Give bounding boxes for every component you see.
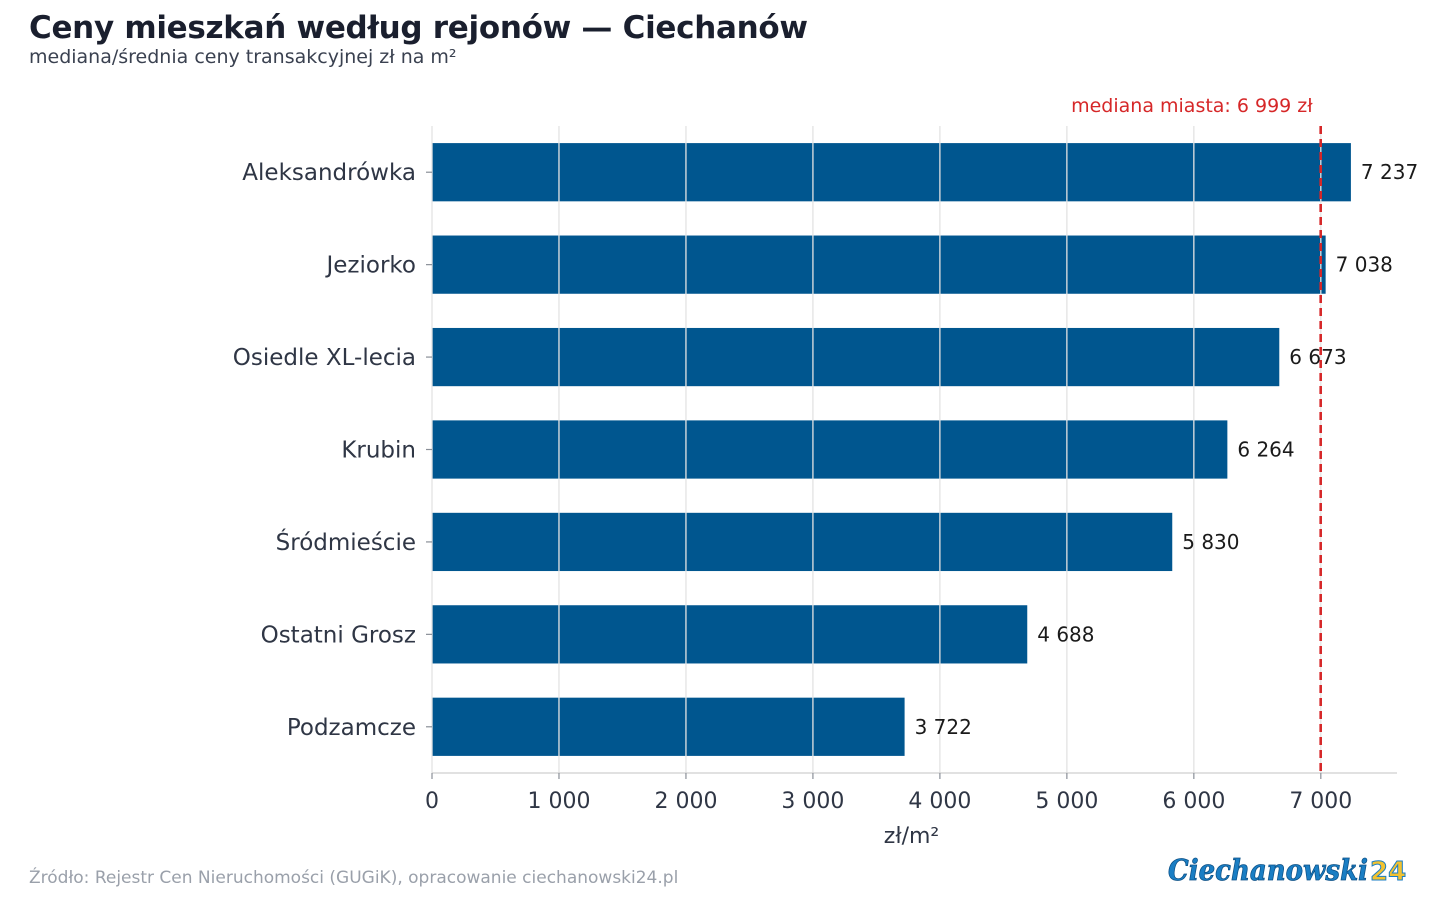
data-label-6: 3 722 [915, 715, 972, 739]
bar-1 [432, 235, 1326, 294]
data-label-3: 6 264 [1237, 438, 1294, 462]
ciechanowski24-logo: Ciechanowski 24 [1168, 853, 1407, 888]
category-label-6: Podzamcze [287, 715, 416, 741]
source-note: Źródło: Rejestr Cen Nieruchomości (GUGiK… [29, 868, 679, 888]
x-tick-label-5: 5 000 [1035, 789, 1098, 814]
data-label-1: 7 038 [1336, 253, 1393, 277]
logo-accent-text: 24 [1370, 857, 1406, 887]
category-label-3: Krubin [341, 438, 416, 464]
x-tick-label-1: 1 000 [527, 789, 590, 814]
chart-subtitle: mediana/średnia ceny transakcyjnej zł na… [29, 46, 457, 68]
bar-2 [432, 327, 1280, 387]
bar-4 [432, 512, 1173, 572]
category-label-2: Osiedle XL-lecia [233, 345, 416, 371]
city-median-label: mediana miasta: 6 999 zł [1071, 95, 1313, 117]
x-tick-label-6: 6 000 [1162, 789, 1225, 814]
x-tick-label-2: 2 000 [654, 789, 717, 814]
data-label-4: 5 830 [1182, 530, 1239, 554]
bar-6 [432, 697, 905, 756]
data-label-0: 7 237 [1361, 160, 1418, 184]
category-label-5: Ostatni Grosz [261, 622, 416, 648]
x-axis-label: zł/m² [884, 824, 939, 849]
x-tick-label-4: 4 000 [908, 789, 971, 814]
logo-text: Ciechanowski [1168, 853, 1368, 887]
data-label-5: 4 688 [1037, 622, 1094, 646]
bar-3 [432, 420, 1228, 479]
x-tick-label-0: 0 [425, 789, 439, 814]
bar-5 [432, 605, 1028, 664]
chart-title: Ceny mieszkań według rejonów — Ciechanów [29, 10, 808, 46]
x-tick-label-7: 7 000 [1289, 789, 1352, 814]
category-label-0: Aleksandrówka [242, 160, 416, 186]
category-label-1: Jeziorko [325, 253, 417, 279]
data-label-2: 6 673 [1289, 345, 1346, 369]
bar-0 [432, 143, 1351, 202]
category-label-4: Śródmieście [276, 528, 416, 556]
x-tick-label-3: 3 000 [781, 789, 844, 814]
